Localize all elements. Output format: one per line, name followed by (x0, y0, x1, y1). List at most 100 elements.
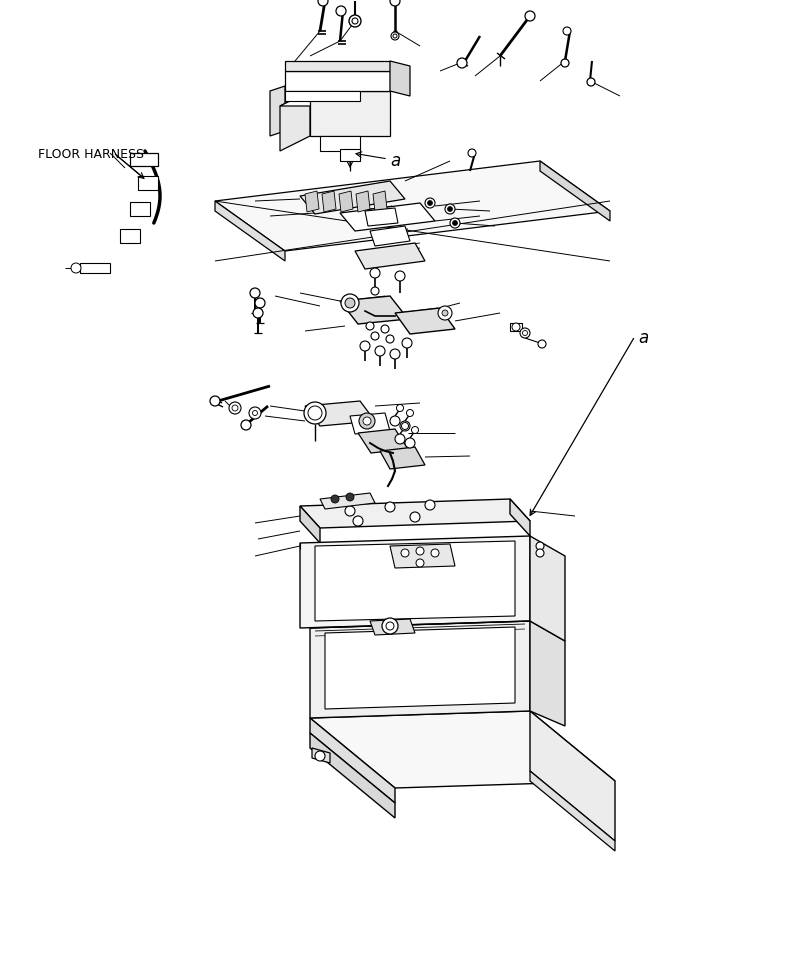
Circle shape (371, 287, 379, 295)
Polygon shape (320, 136, 360, 151)
Polygon shape (320, 493, 375, 509)
Polygon shape (370, 226, 410, 246)
Polygon shape (312, 748, 330, 763)
Circle shape (391, 32, 399, 40)
Polygon shape (280, 91, 390, 106)
Polygon shape (300, 499, 530, 528)
Polygon shape (510, 323, 522, 331)
Circle shape (381, 325, 389, 333)
Circle shape (210, 396, 220, 406)
Circle shape (318, 0, 328, 6)
Circle shape (450, 218, 460, 228)
Circle shape (393, 34, 397, 38)
Circle shape (346, 493, 354, 501)
Circle shape (352, 18, 358, 24)
Circle shape (360, 341, 370, 351)
Circle shape (308, 406, 322, 420)
Circle shape (390, 349, 400, 359)
Circle shape (538, 340, 546, 348)
Circle shape (405, 438, 415, 448)
Polygon shape (310, 91, 390, 136)
Circle shape (536, 549, 544, 557)
Circle shape (395, 271, 405, 281)
Circle shape (315, 751, 325, 761)
Polygon shape (358, 429, 408, 453)
Circle shape (386, 622, 394, 630)
Circle shape (536, 542, 544, 550)
Circle shape (416, 559, 424, 567)
Circle shape (382, 618, 398, 634)
Circle shape (359, 413, 375, 429)
Polygon shape (300, 506, 320, 543)
Circle shape (520, 328, 530, 338)
Circle shape (229, 402, 241, 414)
Circle shape (431, 549, 439, 557)
Circle shape (232, 405, 238, 411)
Circle shape (385, 502, 395, 512)
Circle shape (345, 298, 355, 308)
Circle shape (371, 332, 379, 340)
Polygon shape (390, 61, 410, 96)
Circle shape (457, 58, 467, 68)
Circle shape (249, 407, 261, 419)
Circle shape (363, 417, 371, 425)
Polygon shape (310, 733, 395, 818)
Circle shape (402, 338, 412, 348)
Circle shape (386, 335, 394, 343)
Polygon shape (300, 181, 405, 214)
Circle shape (523, 331, 527, 335)
Polygon shape (373, 191, 387, 212)
Circle shape (401, 549, 409, 557)
Circle shape (447, 207, 452, 211)
Circle shape (366, 322, 374, 330)
Circle shape (336, 6, 346, 16)
Circle shape (412, 427, 418, 433)
Circle shape (253, 308, 263, 318)
Circle shape (525, 11, 535, 21)
Circle shape (438, 306, 452, 320)
Polygon shape (325, 627, 515, 709)
Circle shape (587, 78, 595, 86)
Polygon shape (510, 499, 530, 536)
Circle shape (563, 27, 571, 35)
Polygon shape (80, 263, 110, 273)
Polygon shape (120, 229, 140, 243)
Polygon shape (285, 91, 360, 101)
Circle shape (397, 405, 403, 411)
Polygon shape (215, 161, 610, 251)
Polygon shape (390, 544, 455, 568)
Polygon shape (380, 447, 425, 469)
Circle shape (452, 220, 458, 226)
Circle shape (468, 149, 476, 157)
Polygon shape (285, 71, 390, 91)
Polygon shape (339, 191, 353, 212)
Polygon shape (280, 91, 310, 151)
Circle shape (353, 516, 363, 526)
Polygon shape (310, 621, 530, 718)
Circle shape (400, 421, 410, 431)
Polygon shape (340, 149, 360, 161)
Circle shape (390, 0, 400, 6)
Polygon shape (130, 153, 158, 166)
Circle shape (512, 323, 520, 331)
Polygon shape (356, 191, 370, 212)
Polygon shape (130, 202, 150, 216)
Polygon shape (270, 86, 285, 136)
Circle shape (561, 59, 569, 67)
Circle shape (71, 263, 81, 273)
Circle shape (425, 198, 435, 208)
Circle shape (442, 310, 448, 316)
Polygon shape (350, 413, 390, 434)
Text: a: a (390, 152, 400, 170)
Circle shape (345, 506, 355, 516)
Polygon shape (530, 621, 565, 726)
Polygon shape (355, 243, 425, 269)
Polygon shape (310, 711, 615, 788)
Polygon shape (530, 771, 615, 851)
Circle shape (410, 512, 420, 522)
Circle shape (253, 410, 257, 415)
Polygon shape (395, 308, 455, 334)
Circle shape (370, 268, 380, 278)
Circle shape (375, 346, 385, 356)
Circle shape (425, 500, 435, 510)
